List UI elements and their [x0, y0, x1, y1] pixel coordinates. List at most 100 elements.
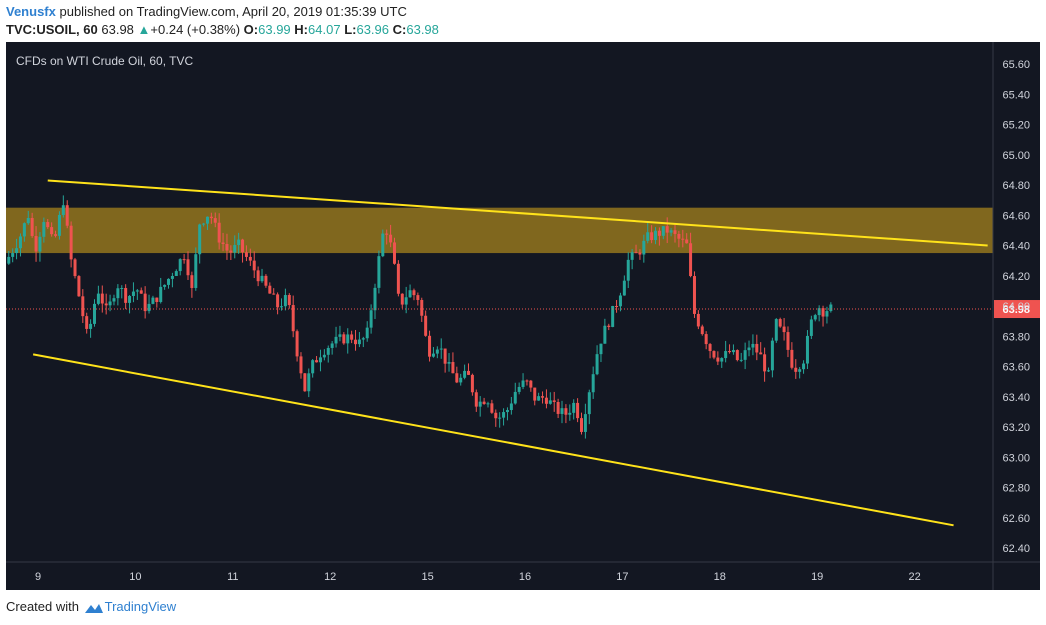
- candle-body[interactable]: [809, 319, 813, 336]
- candle-body[interactable]: [755, 343, 759, 353]
- candle-body[interactable]: [572, 402, 576, 413]
- candle-body[interactable]: [743, 350, 747, 360]
- candle-body[interactable]: [451, 362, 455, 374]
- candle-body[interactable]: [163, 284, 167, 287]
- candle-body[interactable]: [237, 239, 241, 246]
- price-chart[interactable]: 63.98 65.60 65.40 65.20 65.00 64.80 64.60 64.4…: [0, 42, 1046, 592]
- candle-body[interactable]: [459, 377, 463, 383]
- candle-body[interactable]: [443, 348, 447, 364]
- candle-body[interactable]: [346, 334, 350, 344]
- candle-body[interactable]: [657, 230, 661, 236]
- candle-body[interactable]: [131, 291, 135, 296]
- candle-body[interactable]: [34, 235, 38, 252]
- candle-body[interactable]: [498, 417, 502, 419]
- candle-body[interactable]: [712, 351, 716, 358]
- candle-body[interactable]: [124, 288, 128, 303]
- candle-body[interactable]: [209, 216, 213, 219]
- candle-body[interactable]: [244, 252, 248, 257]
- candle-body[interactable]: [829, 304, 833, 312]
- candle-body[interactable]: [69, 225, 73, 260]
- candle-body[interactable]: [241, 239, 245, 253]
- candle-body[interactable]: [646, 232, 650, 241]
- candle-body[interactable]: [182, 259, 186, 261]
- candle-body[interactable]: [478, 401, 482, 407]
- candle-body[interactable]: [373, 287, 377, 311]
- candle-body[interactable]: [287, 295, 291, 306]
- candle-body[interactable]: [248, 256, 252, 261]
- candle-body[interactable]: [587, 392, 591, 415]
- candle-body[interactable]: [61, 205, 65, 215]
- candle-body[interactable]: [509, 403, 513, 411]
- candle-body[interactable]: [89, 323, 93, 329]
- candle-body[interactable]: [794, 367, 798, 372]
- candle-body[interactable]: [650, 232, 654, 241]
- candle-body[interactable]: [65, 205, 69, 226]
- candle-body[interactable]: [525, 380, 529, 382]
- candle-body[interactable]: [264, 275, 268, 286]
- candle-body[interactable]: [385, 233, 389, 235]
- candle-body[interactable]: [167, 278, 171, 285]
- candle-body[interactable]: [692, 276, 696, 314]
- candle-body[interactable]: [194, 254, 198, 288]
- candle-body[interactable]: [283, 295, 287, 307]
- candle-body[interactable]: [603, 325, 607, 344]
- candle-body[interactable]: [490, 403, 494, 413]
- candle-body[interactable]: [357, 339, 361, 345]
- candle-body[interactable]: [392, 242, 396, 264]
- candle-body[interactable]: [735, 350, 739, 361]
- candle-body[interactable]: [728, 351, 732, 353]
- candle-body[interactable]: [217, 222, 221, 243]
- candle-body[interactable]: [400, 293, 404, 305]
- candle-body[interactable]: [770, 340, 774, 371]
- candle-body[interactable]: [350, 334, 354, 340]
- candle-body[interactable]: [77, 276, 81, 297]
- candle-body[interactable]: [338, 334, 342, 337]
- candle-body[interactable]: [330, 343, 334, 348]
- candle-body[interactable]: [724, 351, 728, 359]
- candle-body[interactable]: [46, 222, 50, 228]
- tradingview-brand-link[interactable]: TradingView: [104, 599, 177, 614]
- candle-body[interactable]: [677, 233, 681, 239]
- candle-body[interactable]: [73, 259, 77, 277]
- candle-body[interactable]: [544, 397, 548, 404]
- candle-body[interactable]: [81, 296, 85, 317]
- candle-body[interactable]: [642, 240, 646, 255]
- candle-body[interactable]: [821, 308, 825, 317]
- candle-body[interactable]: [416, 295, 420, 300]
- candle-body[interactable]: [813, 315, 817, 320]
- candle-body[interactable]: [92, 303, 96, 324]
- candle-body[interactable]: [396, 263, 400, 294]
- candle-body[interactable]: [272, 293, 276, 295]
- candle-body[interactable]: [38, 236, 42, 252]
- candle-body[interactable]: [599, 343, 603, 355]
- candle-body[interactable]: [120, 288, 124, 290]
- candle-body[interactable]: [751, 343, 755, 348]
- candle-body[interactable]: [455, 373, 459, 383]
- candle-body[interactable]: [147, 303, 151, 312]
- candle-body[interactable]: [22, 223, 26, 237]
- candle-body[interactable]: [579, 418, 583, 432]
- candle-body[interactable]: [186, 259, 190, 276]
- candle-body[interactable]: [502, 412, 506, 418]
- candle-body[interactable]: [805, 335, 809, 364]
- candle-body[interactable]: [252, 260, 256, 271]
- candle-body[interactable]: [474, 392, 478, 407]
- candle-body[interactable]: [463, 370, 467, 378]
- candle-body[interactable]: [112, 298, 116, 302]
- candle-body[interactable]: [174, 271, 178, 276]
- candle-body[interactable]: [18, 236, 22, 249]
- candle-body[interactable]: [486, 403, 490, 405]
- candle-body[interactable]: [774, 319, 778, 341]
- candle-body[interactable]: [630, 252, 634, 260]
- candle-body[interactable]: [7, 256, 11, 264]
- candle-body[interactable]: [155, 297, 159, 302]
- candle-body[interactable]: [307, 373, 311, 392]
- candle-body[interactable]: [57, 214, 61, 236]
- candle-body[interactable]: [521, 380, 525, 387]
- candle-body[interactable]: [143, 293, 147, 312]
- candle-body[interactable]: [26, 218, 30, 224]
- candle-body[interactable]: [303, 373, 307, 392]
- candle-body[interactable]: [342, 334, 346, 344]
- candle-body[interactable]: [354, 339, 358, 345]
- candle-body[interactable]: [104, 303, 108, 306]
